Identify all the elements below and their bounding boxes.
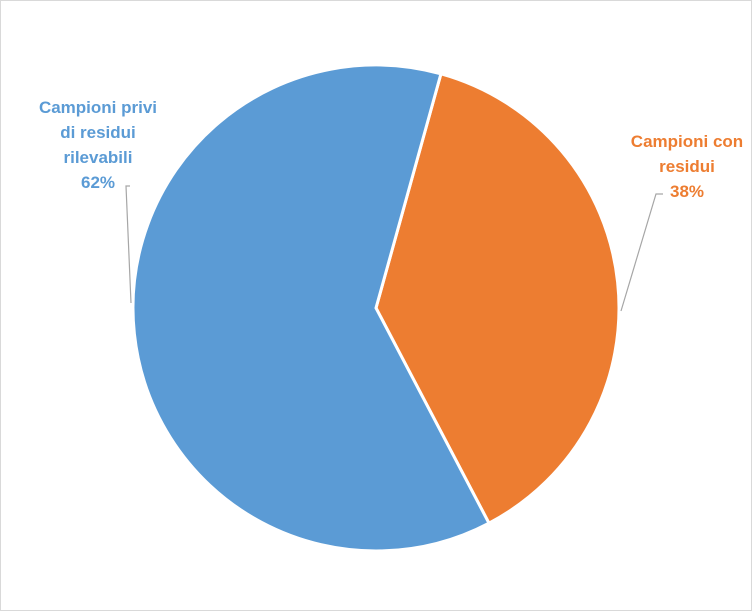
data-label-value: 62% — [81, 173, 115, 192]
data-label-name: Campioni con — [631, 132, 743, 151]
data-label-name: residui — [659, 157, 715, 176]
leader-line — [620, 193, 663, 312]
data-label-name: rilevabili — [64, 148, 133, 167]
data-label-name: di residui — [60, 123, 136, 142]
pie-slice-senza-residui — [131, 63, 491, 553]
data-label-value: 38% — [670, 182, 704, 201]
leader-line — [125, 185, 132, 304]
pie-slice-con-residui — [374, 71, 621, 526]
data-label-name: Campioni privi — [39, 98, 157, 117]
